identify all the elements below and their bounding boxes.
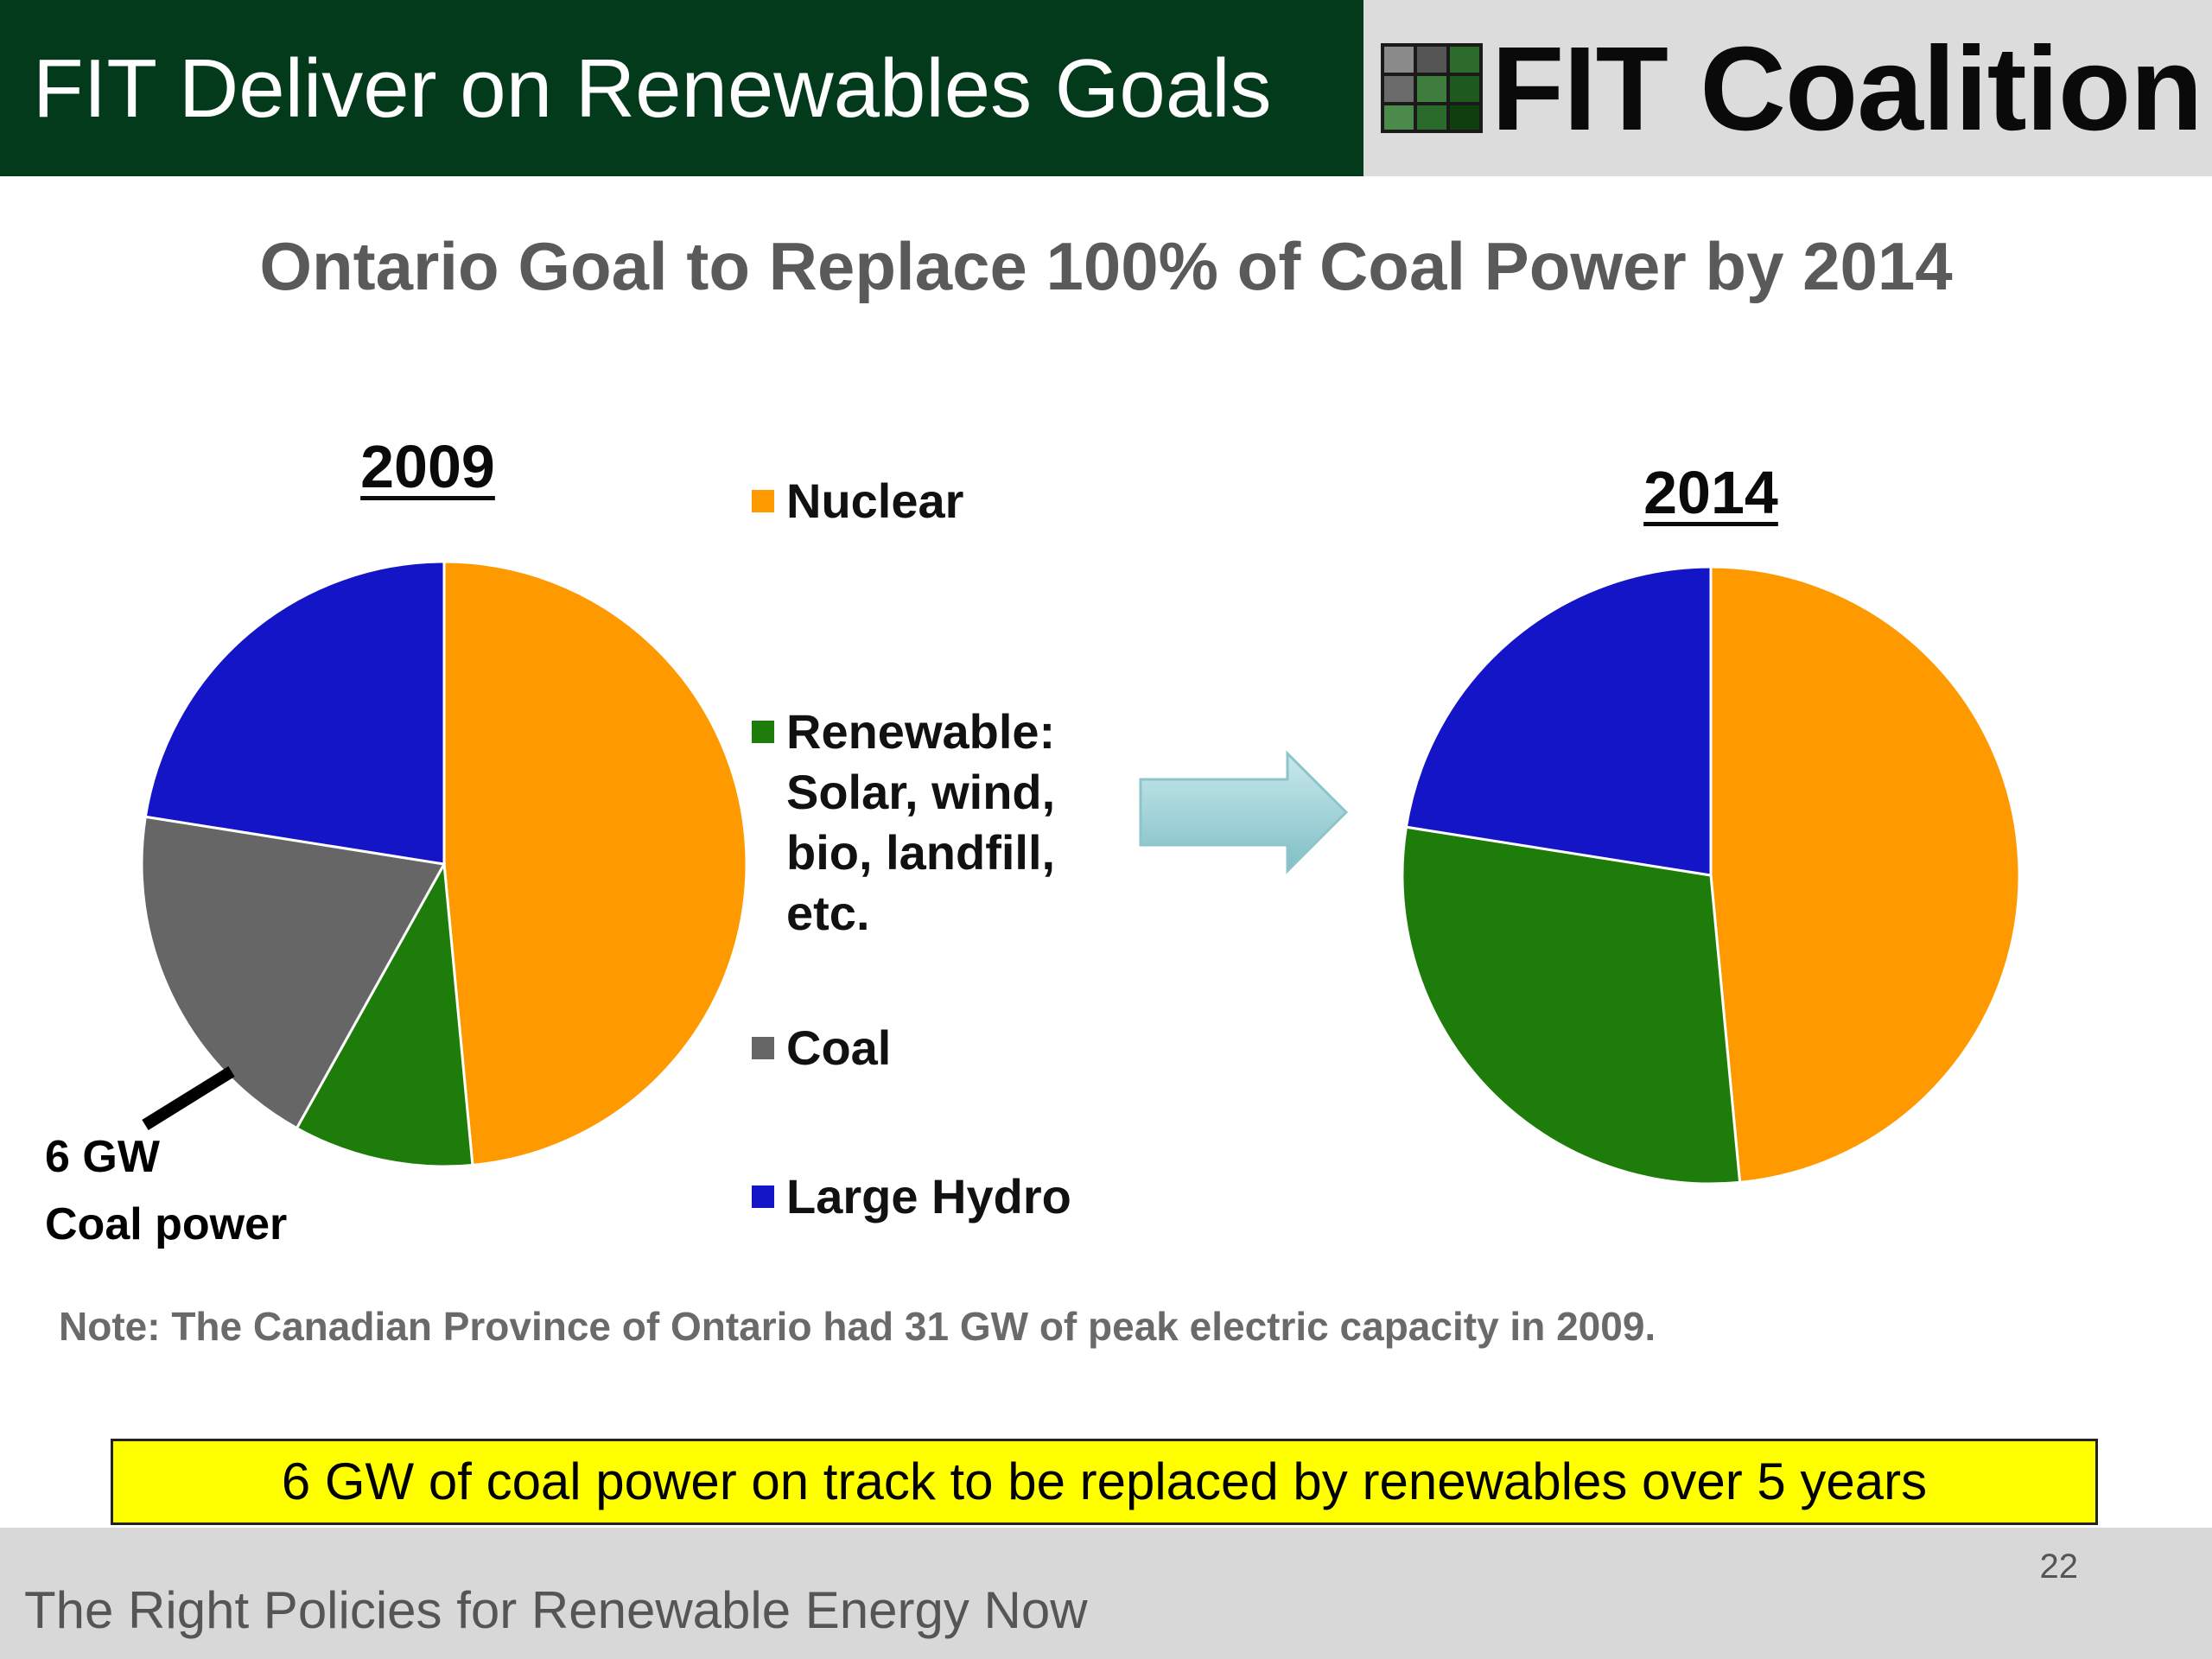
slide-title: Ontario Goal to Replace 100% of Coal Pow… bbox=[259, 228, 1953, 304]
legend-item-renewable: Renewable: Solar, wind, bio, landfill, e… bbox=[752, 702, 1055, 944]
pie-slice-2009-renewable bbox=[295, 860, 474, 1168]
highlight-box: 6 GW of coal power on track to be replac… bbox=[111, 1439, 2098, 1525]
legend-item-coal: Coal bbox=[752, 1018, 891, 1078]
pie-slice-2009-nuclear bbox=[442, 560, 748, 1167]
legend-label-hydro: Large Hydro bbox=[786, 1169, 1071, 1224]
legend-swatch-hydro bbox=[752, 1185, 774, 1208]
pie-slice-2009-hydro bbox=[143, 560, 446, 866]
pie-slice-2009-coal bbox=[140, 815, 447, 1130]
logo-text: FIT Coalition bbox=[1491, 22, 2203, 156]
pie-slice-2014-hydro bbox=[1404, 565, 1713, 877]
pie-slice-2014-renewable bbox=[1401, 825, 1742, 1185]
coal-callout-label: 6 GW Coal power bbox=[45, 1132, 288, 1249]
legend-swatch-nuclear bbox=[752, 490, 774, 512]
chart-title-2009: 2009 bbox=[360, 433, 495, 500]
header-title: FIT Deliver on Renewables Goals bbox=[33, 42, 1272, 135]
pie-chart-2009 bbox=[140, 560, 748, 1168]
pie-chart-2014 bbox=[1401, 565, 2021, 1185]
chart-title-2014: 2014 bbox=[1643, 459, 1778, 526]
legend-swatch-coal bbox=[752, 1037, 774, 1059]
legend-label-renewable: Renewable: Solar, wind, bio, landfill, e… bbox=[786, 704, 1056, 940]
logo-area: FIT Coalition bbox=[1363, 0, 2212, 176]
header-bar: FIT Deliver on Renewables Goals bbox=[0, 0, 1363, 176]
legend-item-hydro: Large Hydro bbox=[752, 1166, 1071, 1227]
callout-leader-line bbox=[142, 1066, 235, 1130]
footer-text: The Right Policies for Renewable Energy … bbox=[24, 1581, 1088, 1639]
legend-label-coal: Coal bbox=[786, 1020, 892, 1075]
footnote: Note: The Canadian Province of Ontario h… bbox=[59, 1304, 1656, 1349]
footer-bar: The Right Policies for Renewable Energy … bbox=[0, 1528, 2212, 1659]
pie-slice-2014-nuclear bbox=[1709, 565, 2021, 1185]
page-number: 22 bbox=[2039, 1548, 2079, 1586]
transition-arrow-icon bbox=[1139, 750, 1349, 874]
legend-swatch-renewable bbox=[752, 721, 774, 743]
legend-label-nuclear: Nuclear bbox=[786, 474, 964, 528]
fit-coalition-logo-icon bbox=[1381, 43, 1483, 133]
legend-item-nuclear: Nuclear bbox=[752, 471, 963, 531]
